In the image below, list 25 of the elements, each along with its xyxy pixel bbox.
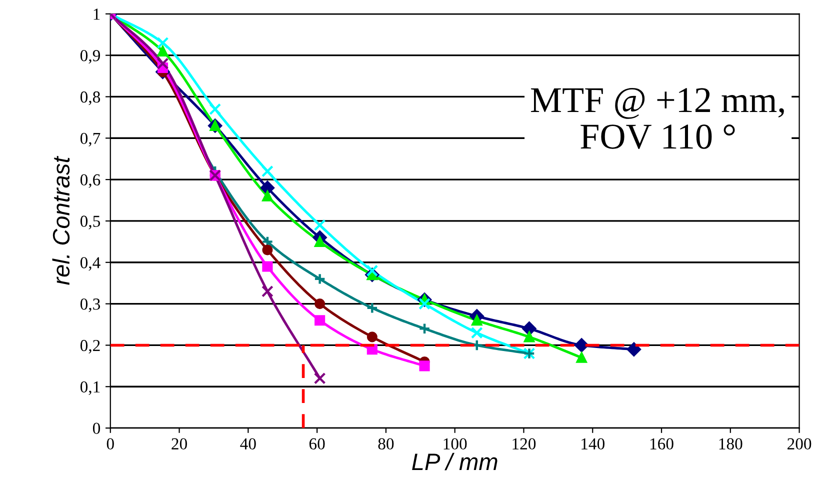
x-tick-label: 40	[240, 438, 256, 450]
y-tick-label: 0,8	[80, 91, 100, 106]
x-tick-label: 160	[650, 438, 674, 450]
y-tick-label: 0,3	[80, 298, 100, 312]
annotation: MTF @ +12 mm, FOV 110 °	[530, 88, 784, 150]
y-tick-label: 1	[94, 8, 100, 20]
x-tick-label: 120	[512, 438, 536, 450]
x-tick-label: 200	[788, 438, 812, 450]
x-tick-label: 180	[719, 438, 742, 450]
y-tick-label: 0	[92, 422, 100, 434]
y-tick-label: 0,4	[80, 257, 100, 271]
y-tick-label: 0,5	[80, 216, 100, 230]
y-tick-label: 0,9	[80, 50, 100, 64]
x-tick-label: 100	[444, 438, 467, 450]
x-tick-label: 80	[378, 438, 394, 450]
x-tick-label: 0	[106, 438, 114, 450]
x-tick-label: 140	[582, 438, 604, 450]
y-axis-title: rel. Contrast	[52, 156, 70, 285]
x-tick-label: 20	[172, 438, 187, 450]
y-tick-label: 0,1	[80, 381, 100, 395]
x-tick-label: 60	[309, 438, 325, 450]
x-axis-title: LP / mm	[412, 452, 498, 470]
y-tick-label: 0,6	[80, 174, 100, 188]
y-tick-label: 0,2	[80, 340, 100, 354]
y-tick-label: 0,7	[80, 132, 100, 146]
